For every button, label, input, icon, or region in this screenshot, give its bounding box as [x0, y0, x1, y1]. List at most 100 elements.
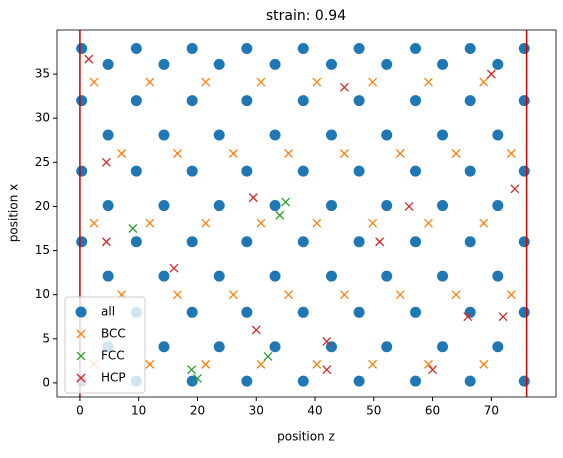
point	[492, 200, 504, 212]
x-tick-label: 50	[366, 404, 381, 418]
point	[381, 129, 393, 141]
point	[464, 375, 476, 387]
point	[186, 375, 198, 387]
point	[312, 218, 322, 228]
point	[89, 77, 99, 87]
point	[201, 359, 211, 369]
point	[173, 149, 182, 158]
point	[518, 306, 530, 318]
point	[451, 290, 461, 300]
point	[89, 218, 99, 228]
point	[263, 351, 273, 361]
point	[130, 95, 142, 107]
axes-frame	[56, 29, 557, 398]
point	[145, 218, 155, 228]
point	[375, 237, 385, 247]
point	[297, 236, 309, 248]
point	[173, 290, 182, 300]
point	[437, 341, 449, 353]
point	[404, 201, 414, 211]
point	[284, 290, 294, 300]
y-tick-label: 0	[42, 375, 50, 389]
point	[479, 77, 489, 87]
point	[284, 149, 294, 158]
point	[410, 236, 422, 248]
point	[381, 270, 393, 282]
point	[101, 157, 111, 167]
point	[158, 58, 170, 70]
point	[102, 129, 114, 141]
point	[486, 69, 496, 79]
point	[479, 359, 489, 369]
point	[169, 263, 179, 273]
point	[76, 236, 88, 248]
point	[437, 129, 449, 141]
point	[395, 149, 405, 158]
point	[213, 341, 225, 353]
point	[297, 43, 309, 55]
point	[269, 129, 281, 141]
point	[241, 306, 253, 318]
point	[101, 237, 111, 247]
point	[325, 58, 337, 70]
point	[339, 290, 349, 300]
point	[368, 77, 378, 87]
point	[464, 236, 476, 248]
point	[325, 270, 337, 282]
x-tick-label: 10	[131, 404, 146, 418]
point	[368, 218, 378, 228]
chart-title: strain: 0.94	[266, 8, 346, 24]
point	[228, 149, 238, 158]
legend-label: all	[101, 305, 115, 319]
point	[269, 58, 281, 70]
y-tick-label: 30	[35, 111, 50, 125]
point	[145, 359, 155, 369]
point	[102, 58, 114, 70]
x-tick-label: 40	[307, 404, 322, 418]
point	[84, 54, 94, 64]
point	[312, 77, 322, 87]
point	[451, 149, 461, 158]
point	[518, 165, 530, 177]
points	[76, 43, 530, 387]
point	[241, 165, 253, 177]
point	[256, 77, 266, 87]
point	[353, 95, 365, 107]
point	[213, 129, 225, 141]
point	[325, 129, 337, 141]
x-tick-label: 0	[76, 404, 84, 418]
point	[437, 200, 449, 212]
point	[241, 95, 253, 107]
point	[187, 365, 197, 375]
point	[506, 149, 516, 158]
point	[492, 129, 504, 141]
y-tick-label: 35	[35, 67, 50, 81]
point	[158, 129, 170, 141]
point	[381, 341, 393, 353]
point	[248, 193, 258, 203]
point	[423, 359, 433, 369]
legend-label: HCP	[101, 371, 126, 385]
legend-marker	[75, 306, 87, 318]
y-tick-label: 15	[35, 243, 50, 257]
point	[186, 306, 198, 318]
point	[353, 43, 365, 55]
x-tick-label: 20	[190, 404, 205, 418]
point	[518, 375, 530, 387]
point	[381, 58, 393, 70]
point	[256, 359, 266, 369]
point	[130, 165, 142, 177]
y-axis-label: position x	[7, 184, 21, 242]
point	[437, 270, 449, 282]
point	[158, 200, 170, 212]
point	[102, 270, 114, 282]
point	[76, 43, 88, 55]
point	[186, 236, 198, 248]
point	[228, 290, 238, 300]
point	[130, 43, 142, 55]
point	[297, 165, 309, 177]
point	[464, 306, 476, 318]
point	[281, 197, 291, 207]
point	[193, 374, 202, 383]
point	[339, 149, 349, 158]
